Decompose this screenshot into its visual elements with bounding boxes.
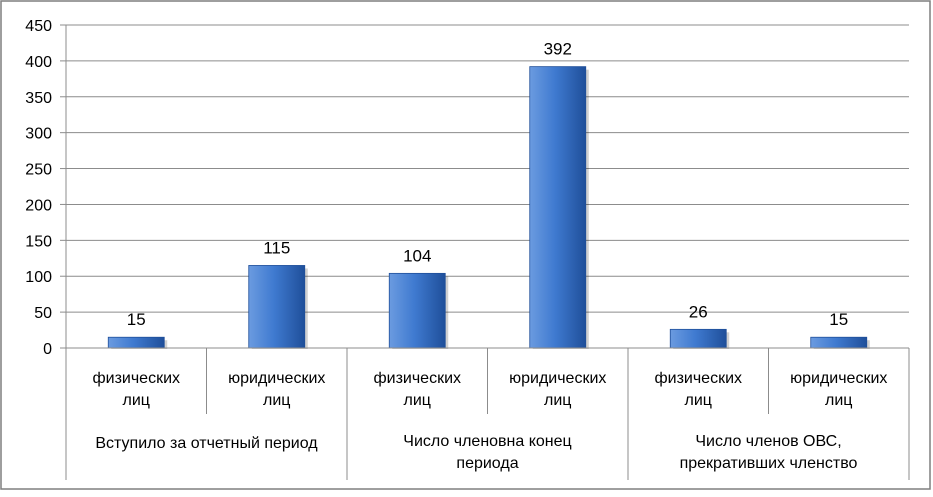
data-label: 15 <box>829 310 848 329</box>
data-label: 392 <box>544 40 572 59</box>
category-label: физических лиц <box>654 370 742 409</box>
data-label: 15 <box>127 310 146 329</box>
bar <box>669 328 727 349</box>
data-label: 26 <box>689 302 708 321</box>
y-tick-label: 200 <box>25 197 52 214</box>
category-label: юридических лиц <box>509 370 606 409</box>
y-axis: 0 50 100 150 200 250 300 350 400 450 <box>25 18 67 358</box>
category-label: юридических лиц <box>790 370 887 409</box>
bar <box>388 272 446 349</box>
bar <box>810 336 868 349</box>
grid-lines <box>66 24 909 313</box>
data-label: 115 <box>263 238 290 257</box>
category-label: физических лиц <box>92 370 180 409</box>
group-label: Число членовна конец периода <box>403 433 571 472</box>
bar <box>248 265 306 349</box>
y-tick-label: 450 <box>25 18 52 35</box>
y-tick-label: 400 <box>25 54 52 71</box>
y-tick-label: 350 <box>25 90 52 107</box>
y-tick-label: 150 <box>25 233 52 250</box>
y-tick-label: 50 <box>34 305 52 322</box>
y-tick-label: 300 <box>25 126 52 143</box>
y-tick-label: 0 <box>43 341 52 358</box>
data-label: 104 <box>403 246 431 265</box>
category-label: физических лиц <box>373 370 461 409</box>
y-tick-label: 100 <box>25 269 52 286</box>
category-label: юридических лиц <box>228 370 325 409</box>
bars: 15 115 104 392 26 15 <box>107 40 870 350</box>
group-label: Вступило за отчетный период <box>95 435 318 452</box>
bar <box>529 66 587 349</box>
x-axis: физических лиц юридических лиц физических лиц… <box>65 347 910 480</box>
y-tick-label: 250 <box>25 162 52 179</box>
group-label: Число членов ОВС, прекративших членство <box>680 433 858 472</box>
bar <box>107 336 165 349</box>
